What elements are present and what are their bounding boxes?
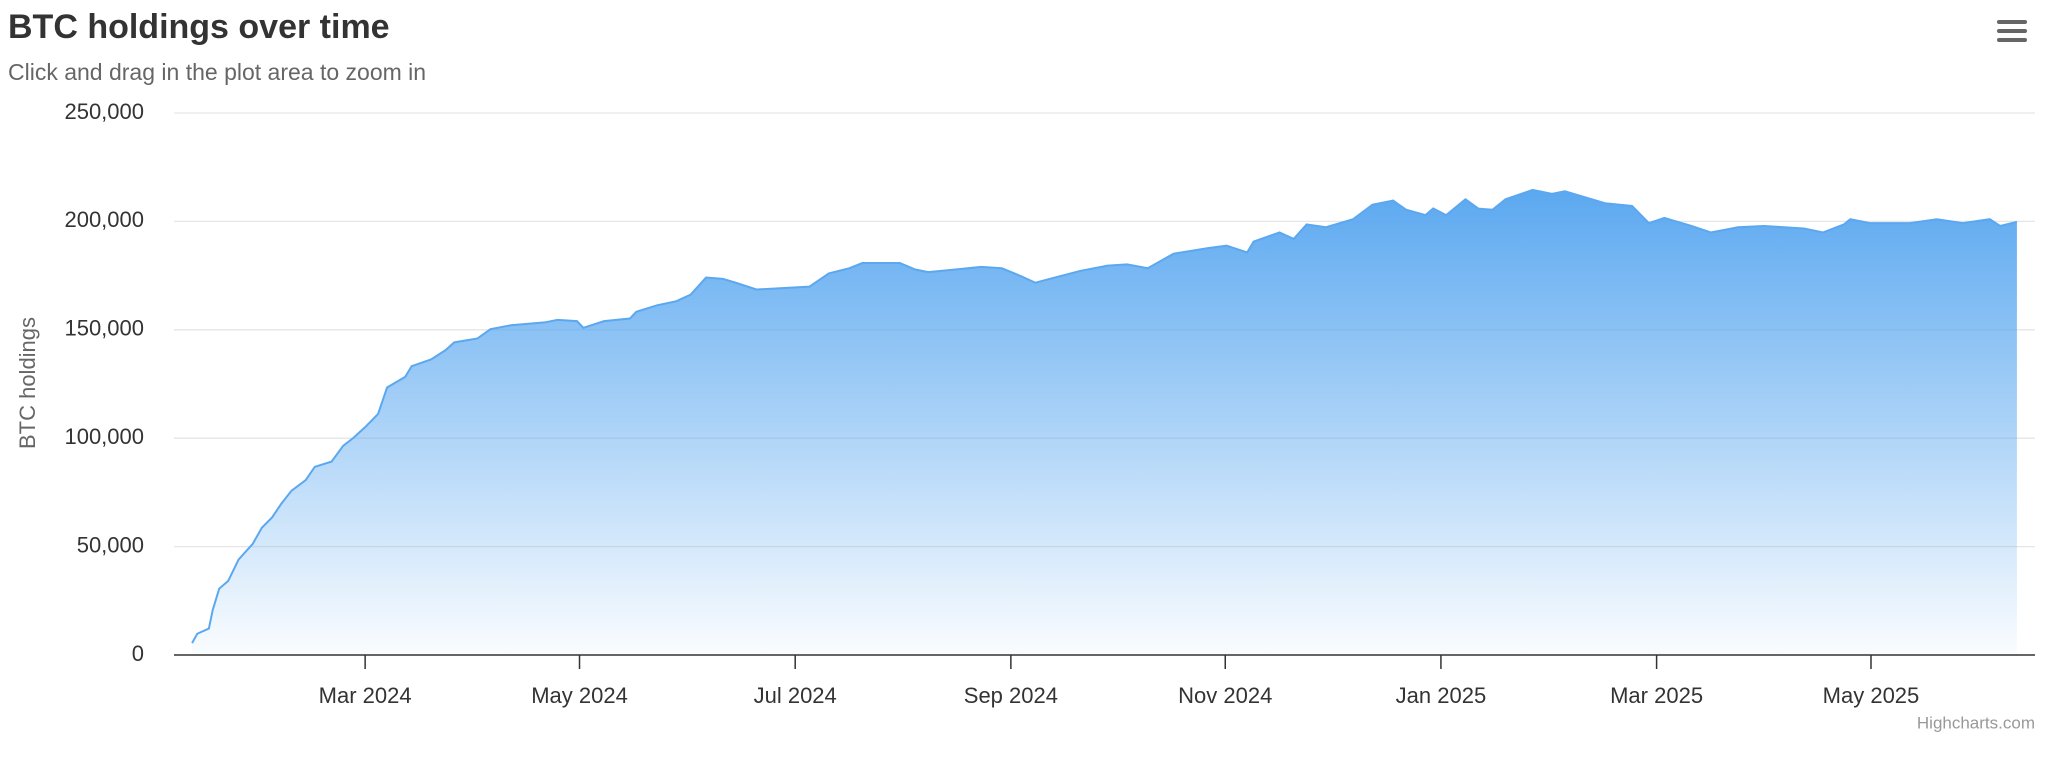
x-tick-label: Nov 2024 — [1178, 683, 1272, 708]
y-axis-title: BTC holdings — [15, 317, 40, 449]
x-tick-label: Jul 2024 — [754, 683, 837, 708]
menu-bar — [1997, 29, 2027, 33]
x-tick-label: Sep 2024 — [964, 683, 1058, 708]
x-tick-label: Jan 2025 — [1396, 683, 1487, 708]
menu-bar — [1997, 38, 2027, 42]
area-fill — [192, 189, 2017, 655]
y-tick-label: 250,000 — [64, 99, 144, 124]
x-tick-label: Mar 2024 — [319, 683, 412, 708]
y-tick-label: 0 — [132, 641, 144, 666]
chart-title: BTC holdings over time — [8, 8, 390, 46]
y-tick-label: 50,000 — [77, 532, 144, 557]
x-tick-label: Mar 2025 — [1610, 683, 1703, 708]
chart-subtitle: Click and drag in the plot area to zoom … — [8, 59, 426, 85]
area-line — [191, 188, 2018, 644]
y-tick-label: 150,000 — [64, 316, 144, 341]
y-tick-label: 100,000 — [64, 424, 144, 449]
x-tick-label: May 2024 — [531, 683, 628, 708]
menu-button[interactable] — [1995, 17, 2029, 47]
y-tick-label: 200,000 — [64, 207, 144, 232]
menu-bar — [1997, 20, 2027, 24]
credits[interactable]: Highcharts.com — [1917, 713, 2035, 732]
x-tick-label: May 2025 — [1823, 683, 1920, 708]
